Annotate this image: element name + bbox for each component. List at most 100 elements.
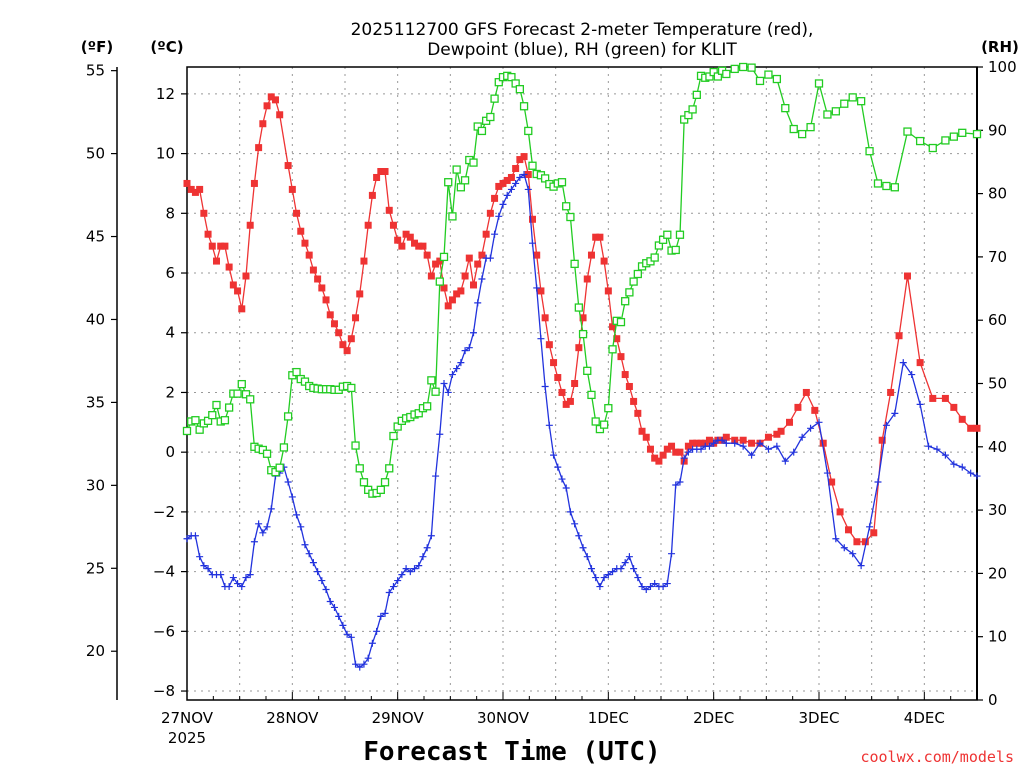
temperature-point	[352, 314, 360, 322]
rh-point	[431, 387, 440, 396]
dewpoint-point	[394, 577, 402, 585]
temperature-point	[486, 209, 494, 217]
dewpoint-point	[330, 603, 338, 611]
rh-point	[427, 376, 436, 385]
rh-point	[730, 64, 739, 74]
temperature-point	[368, 191, 376, 199]
dewpoint-point	[815, 418, 823, 426]
rh-tick-label: 70	[988, 248, 1007, 266]
rh-point	[882, 181, 891, 191]
rh-point	[574, 303, 583, 312]
rh-point	[355, 464, 364, 473]
temperature-point	[777, 427, 785, 435]
dewpoint-point	[630, 565, 638, 573]
dewpoint-point	[343, 630, 351, 638]
dewpoint-point	[503, 191, 511, 199]
rh-point	[439, 252, 449, 262]
temperature-point	[314, 275, 322, 283]
fahrenheit-tick-label: 30	[86, 476, 105, 494]
dewpoint-point	[217, 571, 225, 579]
temperature-point	[802, 388, 810, 396]
temperature-point	[204, 230, 212, 238]
dewpoint-point	[474, 299, 482, 307]
dewpoint-point	[958, 463, 966, 471]
rh-point	[393, 422, 402, 431]
temperature-point	[242, 272, 250, 280]
temperature-point	[495, 182, 503, 190]
dewpoint-point	[381, 609, 389, 617]
temperature-point	[326, 311, 334, 319]
rh-point	[246, 395, 255, 404]
temperature-point	[625, 382, 633, 390]
rh-point	[385, 464, 394, 473]
rh-tick-label: 90	[988, 121, 1007, 139]
temperature-point	[929, 394, 937, 402]
temperature-point	[811, 406, 819, 414]
rh-point	[195, 425, 204, 434]
dewpoint-point	[596, 583, 604, 591]
temperature-point	[343, 347, 351, 355]
rh-point	[764, 70, 773, 79]
rh-point	[570, 259, 579, 269]
rh-point	[675, 230, 685, 239]
rh-point	[389, 431, 398, 441]
dewpoint-point	[710, 439, 718, 447]
fahrenheit-tick-label: 40	[86, 310, 105, 328]
dewpoint-point	[781, 457, 789, 465]
temperature-point	[853, 538, 861, 546]
temperature-point	[566, 397, 574, 405]
dewpoint-point	[571, 520, 579, 528]
rh-point	[722, 69, 731, 79]
dewpoint-point	[524, 185, 532, 193]
dewpoint-point	[352, 660, 360, 668]
dewpoint-point	[385, 589, 393, 597]
rh-point	[928, 143, 937, 153]
temperature-point	[284, 162, 292, 170]
temperature-point	[819, 439, 827, 447]
rh-point	[663, 230, 672, 239]
rh-point	[490, 94, 499, 103]
temperature-point	[524, 170, 532, 178]
temperature-point	[402, 230, 410, 238]
temperature-point	[861, 538, 869, 546]
dewpoint-point	[461, 347, 469, 355]
temperature-point	[448, 296, 456, 304]
dewpoint-point	[495, 212, 503, 220]
temperature-point	[482, 230, 490, 238]
dewpoint-point	[718, 436, 726, 444]
temperature-point	[764, 433, 772, 441]
dewpoint-point	[541, 382, 549, 390]
rh-point	[275, 463, 284, 472]
temperature-point	[297, 227, 305, 235]
rh-point	[806, 122, 815, 132]
temperature-point	[722, 433, 730, 441]
rh-tick-label: 60	[988, 311, 1007, 329]
rh-point	[423, 402, 432, 411]
dewpoint-point	[436, 430, 444, 438]
temperature-point	[305, 251, 313, 259]
temperature-point	[604, 287, 612, 295]
dewpoint-point	[925, 442, 933, 450]
series-dewpoint	[183, 170, 981, 671]
rh-point	[755, 76, 765, 86]
temperature-point	[267, 93, 275, 101]
dewpoint-point	[318, 577, 326, 585]
temperature-point	[634, 409, 642, 417]
dewpoint-point	[916, 400, 924, 408]
temperature-point	[663, 445, 671, 453]
dewpoint-point	[764, 445, 772, 453]
celsius-tick-label: 10	[156, 145, 175, 163]
series-line-dewpoint	[186, 173, 978, 668]
dewpoint-point	[756, 439, 764, 447]
dewpoint-point	[790, 448, 798, 456]
temperature-point	[406, 233, 414, 241]
dewpoint-point	[659, 583, 667, 591]
dewpoint-point	[259, 529, 267, 537]
temperature-point	[250, 179, 258, 187]
dewpoint-point	[499, 200, 507, 208]
dewpoint-point	[470, 329, 478, 337]
rh-point	[283, 412, 293, 421]
celsius-tick-label: −8	[153, 682, 175, 700]
dewpoint-point	[255, 520, 263, 528]
dewpoint-point	[807, 424, 815, 432]
